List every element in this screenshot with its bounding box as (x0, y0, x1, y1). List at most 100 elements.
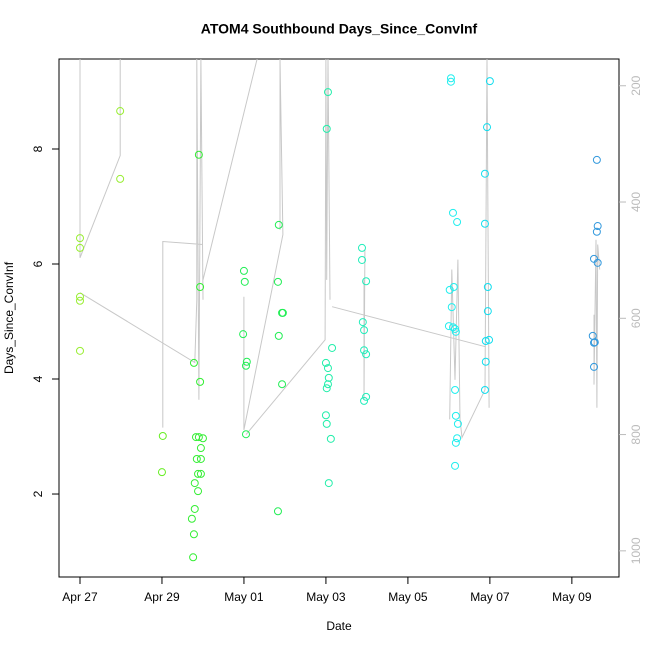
point (116, 107, 125, 116)
point (453, 218, 462, 227)
point (187, 514, 196, 523)
point (326, 434, 335, 443)
point (189, 358, 198, 367)
point (362, 277, 371, 286)
point (75, 234, 84, 243)
point (321, 358, 330, 367)
point (239, 266, 248, 275)
point (485, 77, 494, 86)
point (448, 323, 457, 332)
point (198, 434, 207, 443)
point (446, 74, 455, 83)
point (360, 396, 369, 405)
point (196, 283, 205, 292)
point (190, 504, 199, 513)
point (324, 373, 333, 382)
point (592, 155, 601, 164)
point (189, 530, 198, 539)
y2-tick-label: 1000 (629, 537, 643, 564)
point (196, 454, 205, 463)
x-tick-label: May 09 (552, 590, 592, 604)
point (196, 444, 205, 453)
y2-tick-label: 600 (629, 308, 643, 328)
point (445, 285, 454, 294)
point (75, 346, 84, 355)
point (448, 208, 457, 217)
point (357, 255, 366, 264)
point (321, 411, 330, 420)
point (451, 438, 460, 447)
point (453, 434, 462, 443)
point (75, 292, 84, 301)
y-tick-label: 8 (31, 145, 45, 152)
point (362, 350, 371, 359)
point (447, 303, 456, 312)
point (75, 296, 84, 305)
point (242, 357, 251, 366)
point (480, 219, 489, 228)
x-tick-label: May 01 (224, 590, 264, 604)
point (322, 384, 331, 393)
point (240, 277, 249, 286)
chart-title: ATOM4 Southbound Days_Since_ConvInf (201, 21, 478, 37)
point (480, 385, 489, 394)
point (485, 335, 494, 344)
point (196, 469, 205, 478)
point (451, 411, 460, 420)
x-axis-label: Date (326, 619, 352, 633)
point (480, 169, 489, 178)
point (239, 330, 248, 339)
x-tick-label: May 05 (388, 590, 428, 604)
point (241, 361, 250, 370)
point (481, 337, 490, 346)
point (357, 243, 366, 252)
point (449, 283, 458, 292)
point (75, 243, 84, 252)
point (194, 469, 203, 478)
point (192, 454, 201, 463)
point (593, 258, 602, 267)
y-tick-label: 4 (31, 375, 45, 382)
point (116, 174, 125, 183)
point (451, 327, 460, 336)
point (278, 308, 287, 317)
point (481, 357, 490, 366)
point (194, 150, 203, 159)
y-tick-label: 2 (31, 490, 45, 497)
point (592, 227, 601, 236)
point (328, 343, 337, 352)
point (190, 479, 199, 488)
point (323, 88, 332, 97)
point (322, 124, 331, 133)
point (446, 77, 455, 86)
point (483, 123, 492, 132)
y2-tick-label: 200 (629, 75, 643, 95)
point (241, 430, 250, 439)
y-axis-label: Days_Since_ConvInf (2, 261, 16, 374)
point (323, 380, 332, 389)
point (278, 380, 287, 389)
point (451, 461, 460, 470)
y-tick-label: 6 (31, 260, 45, 267)
point (273, 507, 282, 516)
point (451, 385, 460, 394)
point (196, 377, 205, 386)
plot-area (75, 59, 602, 562)
point (194, 433, 203, 442)
point (158, 431, 167, 440)
point (324, 479, 333, 488)
line (79, 59, 601, 440)
point (483, 307, 492, 316)
point (593, 222, 602, 231)
point (589, 362, 598, 371)
point (189, 553, 198, 562)
point (274, 331, 283, 340)
point (157, 468, 166, 477)
point (590, 338, 599, 347)
x-tick-label: May 03 (306, 590, 346, 604)
y2-tick-label: 800 (629, 424, 643, 444)
x-tick-label: Apr 27 (62, 590, 98, 604)
point (483, 283, 492, 292)
point (360, 346, 369, 355)
